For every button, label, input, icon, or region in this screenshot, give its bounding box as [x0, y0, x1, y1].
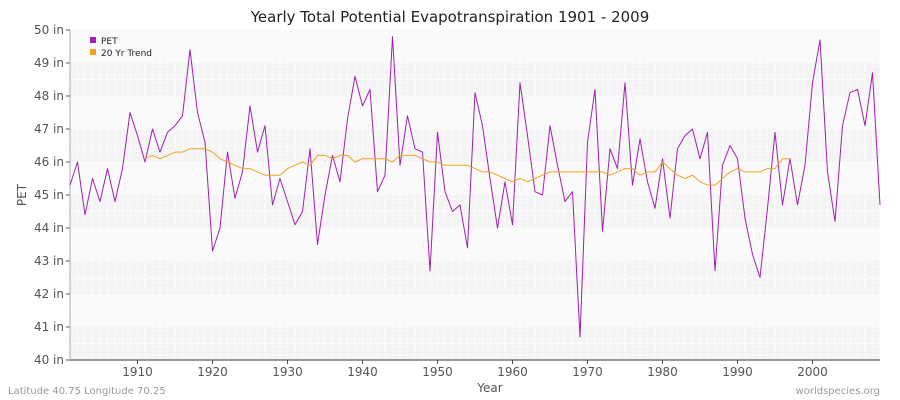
y-tick-label: 50 in — [34, 23, 64, 37]
axes: 40 in 41 in 42 in 43 in 44 in 45 in 46 in 47 in… — [34, 23, 880, 379]
y-tick-label: 42 in — [34, 287, 64, 301]
y-tick-label: 49 in — [34, 56, 64, 70]
x-tick-label: 1910 — [122, 365, 153, 379]
legend: PET 20 Yr Trend — [90, 37, 152, 59]
pet-series-line — [69, 36, 881, 338]
y-tick-label: 45 in — [34, 188, 64, 202]
y-tick-label: 44 in — [34, 221, 64, 235]
x-tick-label: 1930 — [272, 365, 303, 379]
legend-trend-swatch — [90, 49, 96, 55]
y-tick-label: 43 in — [34, 254, 64, 268]
y-tick-label: 46 in — [34, 155, 64, 169]
footer-source: worldspecies.org — [796, 386, 880, 397]
x-axis-label: Year — [476, 381, 502, 395]
legend-pet-label: PET — [101, 37, 118, 47]
trend-series-line — [144, 148, 790, 186]
x-tick-label: 1950 — [422, 365, 453, 379]
y-axis-label: PET — [15, 183, 29, 206]
x-tick-label: 2000 — [797, 365, 828, 379]
grid — [69, 30, 881, 360]
y-tick-label: 40 in — [34, 353, 64, 367]
x-tick-label: 1980 — [647, 365, 678, 379]
legend-trend-label: 20 Yr Trend — [101, 49, 152, 59]
y-tick-label: 47 in — [34, 122, 64, 136]
x-tick-label: 1960 — [497, 365, 528, 379]
x-tick-label: 1940 — [347, 365, 378, 379]
y-tick-label: 41 in — [34, 320, 64, 334]
legend-pet-swatch — [90, 37, 96, 43]
x-tick-label: 1920 — [197, 365, 228, 379]
y-tick-label: 48 in — [34, 89, 64, 103]
x-tick-label: 1990 — [722, 365, 753, 379]
footer-location: Latitude 40.75 Longitude 70.25 — [8, 386, 166, 397]
chart-title: Yearly Total Potential Evapotranspiratio… — [250, 8, 650, 26]
series-layer — [69, 36, 881, 338]
x-tick-label: 1970 — [572, 365, 603, 379]
